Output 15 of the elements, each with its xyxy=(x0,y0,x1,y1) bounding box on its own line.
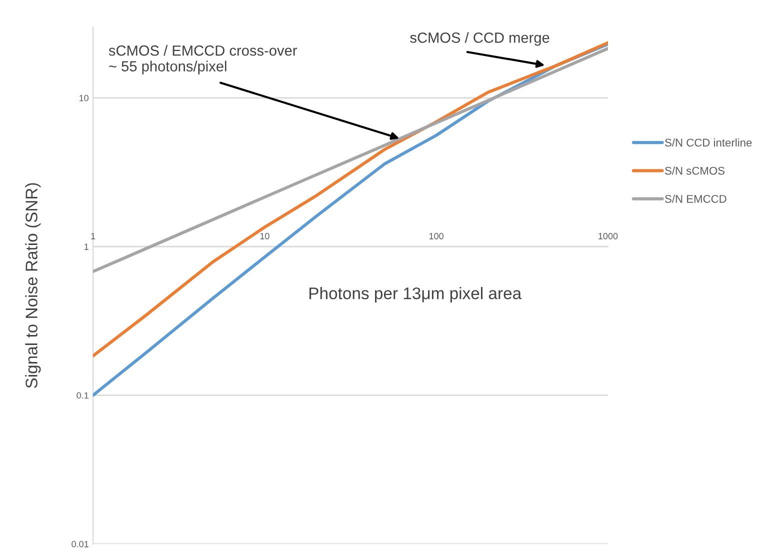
legend-label: S/N sCMOS xyxy=(665,166,724,175)
legend-label: S/N CCD interline xyxy=(665,138,752,147)
y-tick-label: 10 xyxy=(80,94,89,102)
y-tick-label: 0.01 xyxy=(72,540,88,548)
x-tick-label: 1 xyxy=(91,233,96,240)
y-tick-label: 1 xyxy=(84,244,88,250)
x-tick-label: 10 xyxy=(260,232,270,240)
x-axis-title: Photons per 13μm pixel area xyxy=(310,287,522,303)
x-tick-label: 1000 xyxy=(598,232,618,240)
annotation: sCMOS / CCD merge xyxy=(410,32,550,46)
y-tick-label: 0.1 xyxy=(76,392,88,399)
x-tick-label: 100 xyxy=(429,232,444,240)
y-axis-title: Signal to Noise Ratio (SNR) xyxy=(25,183,41,388)
annotation: sCMOS / EMCCD cross-over ~ 55 photons/pixel xyxy=(108,45,298,74)
legend-label: S/N EMCCD xyxy=(665,194,726,203)
